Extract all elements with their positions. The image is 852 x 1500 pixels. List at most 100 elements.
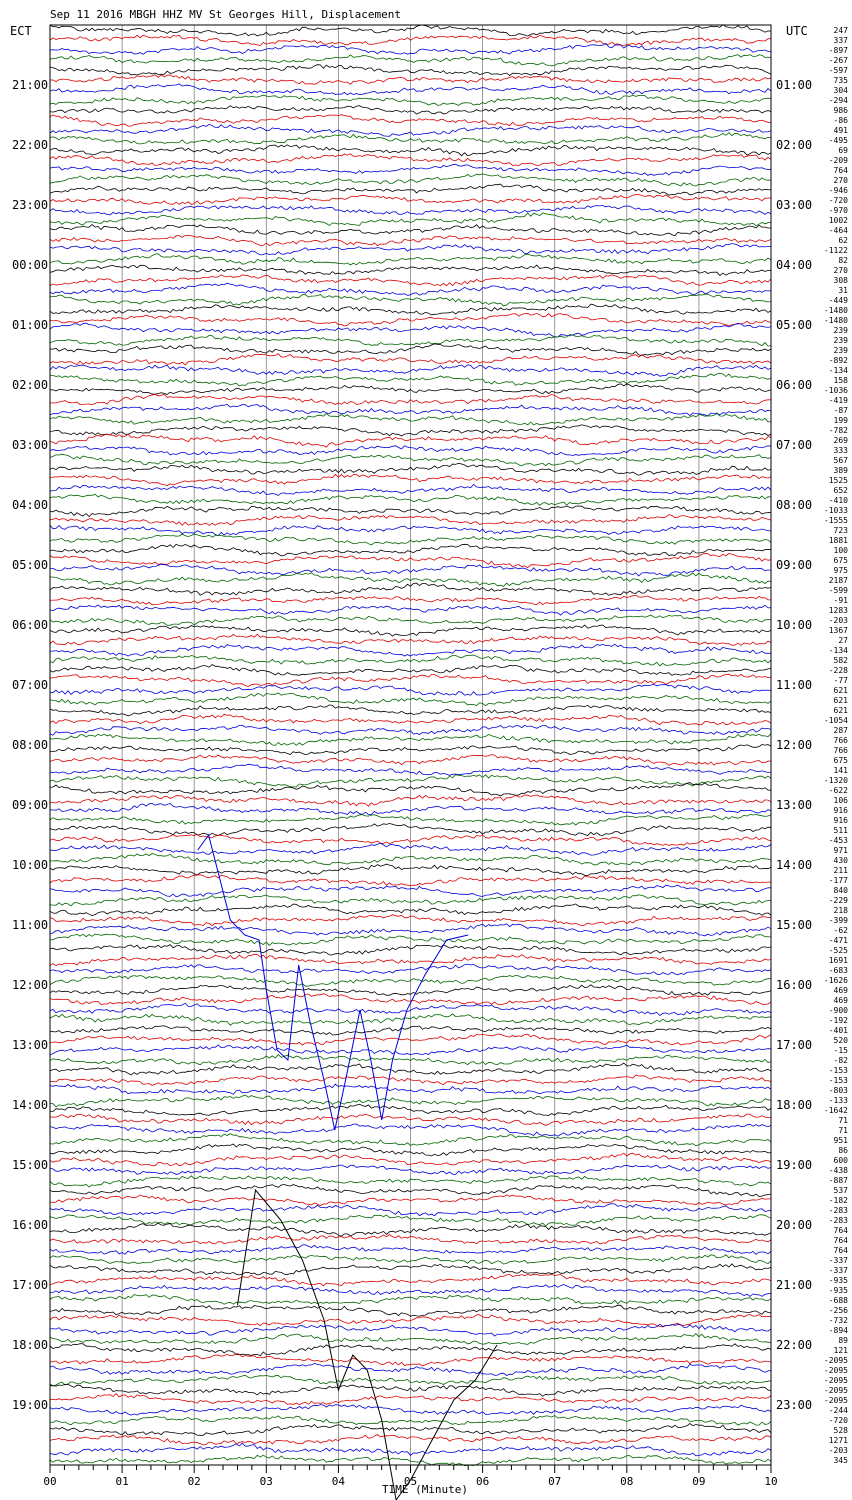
trace-offset-label: -337 [829,1256,848,1265]
x-tick-label: 06 [476,1475,489,1488]
right-time-label: 14:00 [776,858,812,872]
seismic-trace [49,132,772,145]
trace-offset-label: 1367 [829,626,848,635]
seismic-trace [50,372,772,387]
right-time-label: 11:00 [776,678,812,692]
trace-offset-label: -1320 [824,776,848,785]
trace-offset-label: -622 [829,786,848,795]
seismic-trace [49,1103,772,1116]
trace-offset-label: -1033 [824,506,848,515]
trace-offset-label: 62 [838,236,848,245]
trace-offset-label: -2095 [824,1386,848,1395]
trace-offset-label: -900 [829,1006,848,1015]
trace-offset-labels: 247337-897-267-597735304-294986-86491-49… [824,26,848,1465]
seismic-trace [49,923,772,937]
trace-offset-label: -62 [834,926,849,935]
right-time-label: 20:00 [776,1218,812,1232]
seismic-trace [49,704,772,717]
seismic-trace [49,1434,772,1446]
trace-offset-label: -192 [829,1016,848,1025]
seismic-trace [49,1094,772,1108]
x-tick-label: 03 [260,1475,273,1488]
seismic-trace [49,1284,772,1297]
seismic-trace [49,823,772,837]
left-time-label: 12:00 [12,978,48,992]
seismic-trace [49,863,772,877]
trace-offset-label: 840 [834,886,849,895]
left-time-label: 14:00 [12,1098,48,1112]
seismic-trace [49,1254,772,1265]
left-time-label: 15:00 [12,1158,48,1172]
seismic-trace [49,144,772,157]
trace-offset-label: 141 [834,766,849,775]
seismic-trace [49,1044,772,1056]
seismic-trace [49,483,772,496]
seismic-trace [49,914,772,927]
seismic-trace [49,1343,772,1357]
seismic-trace [49,183,772,196]
right-time-label: 19:00 [776,1158,812,1172]
seismic-trace [49,403,772,417]
seismic-trace [50,643,772,657]
left-time-label: 17:00 [12,1278,48,1292]
seismic-trace [49,303,772,316]
seismic-trace [49,83,772,96]
minute-gridlines [121,25,700,1465]
trace-offset-label: -2095 [824,1376,848,1385]
seismic-trace [50,1074,772,1086]
trace-offset-label: -229 [829,896,848,905]
seismic-trace [49,264,772,276]
trace-offset-label: -410 [829,496,848,505]
seismic-trace [49,733,772,746]
trace-offset-label: -244 [829,1406,848,1415]
trace-offset-label: -720 [829,1416,848,1425]
trace-offset-label: -935 [829,1286,848,1295]
trace-offset-label: 764 [834,1246,849,1255]
trace-offset-label: -894 [829,1326,848,1335]
trace-offset-label: -683 [829,966,848,975]
right-time-labels: 01:00 02:00 03:00 04:00 05:00 06:00 07:00 08:00… [776,78,812,1412]
seismic-trace [49,1194,771,1207]
seismic-trace [49,1353,772,1367]
trace-offset-label: 239 [834,346,849,355]
right-time-label: 08:00 [776,498,812,512]
x-axis-ticks: 00 01 02 03 04 05 06 07 08 09 10 [43,1465,778,1488]
left-time-label: 13:00 [12,1038,48,1052]
seismic-trace [49,74,772,85]
trace-offset-label: 1691 [829,956,848,965]
seismic-trace [49,1383,772,1397]
trace-offset-label: -91 [834,596,849,605]
trace-offset-label: 600 [834,1156,849,1165]
left-time-label: 04:00 [12,498,48,512]
seismic-trace [49,953,772,967]
seismic-trace [49,543,772,557]
seismic-trace [49,853,772,866]
trace-offset-label: 269 [834,436,849,445]
x-tick-label: 04 [332,1475,346,1488]
right-time-label: 06:00 [776,378,812,392]
trace-offset-label: -82 [834,1056,849,1065]
seismic-trace [49,692,772,707]
x-tick-label: 10 [764,1475,777,1488]
trace-offset-label: 916 [834,806,849,815]
seismic-trace [49,274,772,287]
trace-offset-label: 675 [834,756,849,765]
trace-offset-label: 567 [834,456,849,465]
seismic-trace [49,462,772,476]
seismic-trace [49,123,772,137]
seismic-trace [49,282,772,296]
trace-offset-label: 986 [834,106,849,115]
x-tick-label: 08 [620,1475,633,1488]
trace-offset-label: -782 [829,426,848,435]
trace-offset-label: 389 [834,466,849,475]
seismic-trace [49,1143,772,1157]
seismic-trace [49,582,772,596]
right-time-label: 22:00 [776,1338,812,1352]
seismic-trace [49,364,772,377]
trace-offset-label: -1480 [824,316,848,325]
event-trace-1 [197,833,469,1131]
right-time-label: 16:00 [776,978,812,992]
left-time-label: 02:00 [12,378,48,392]
seismic-trace [49,894,772,907]
trace-offset-label: -438 [829,1166,848,1175]
